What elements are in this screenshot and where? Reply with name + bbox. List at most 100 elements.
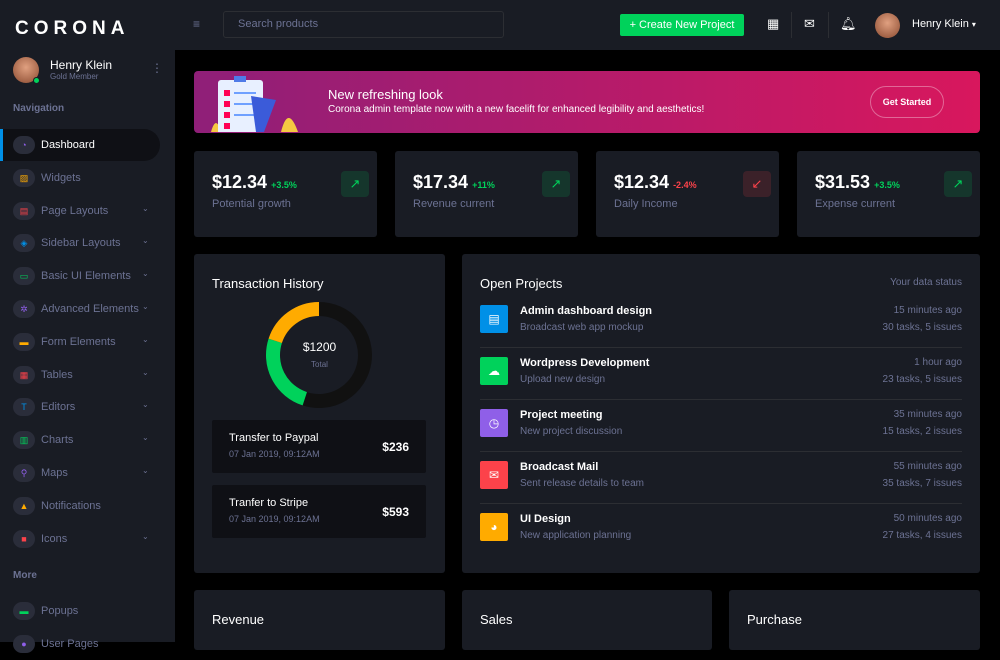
avatar[interactable] <box>13 57 40 84</box>
sidebar-item-tables[interactable]: ▦ Tables ⌄ <box>0 359 160 391</box>
chevron-down-icon: ⌄ <box>142 236 149 246</box>
transaction-title: Tranfer to Stripe <box>229 497 309 509</box>
project-tasks: 27 tasks, 4 issues <box>882 530 962 541</box>
sidebar-item-dashboard[interactable]: ◔ Dashboard <box>0 129 160 161</box>
donut-segment-orange <box>268 302 320 344</box>
revenue-title: Revenue <box>212 612 265 627</box>
sidebar-item-label: Page Layouts <box>41 204 109 217</box>
chevron-down-icon: ⌄ <box>142 269 149 279</box>
sidebar-item-maps[interactable]: ⚲ Maps ⌄ <box>0 457 160 489</box>
profile: Henry Klein Gold Member ⋮ <box>13 56 163 86</box>
menu-toggle-icon[interactable]: ≡ <box>193 17 201 31</box>
chevron-down-icon: ⌄ <box>142 433 149 443</box>
stat-value: $31.53 <box>815 172 871 192</box>
project-item[interactable]: ▤ Admin dashboard design Broadcast web a… <box>480 296 962 348</box>
arrow-up-right-icon: ↗ <box>341 171 369 197</box>
project-subtitle: Broadcast web app mockup <box>520 322 644 333</box>
transaction-amount: $236 <box>382 440 409 454</box>
donut-total-label: Total <box>311 360 328 369</box>
online-status-dot <box>33 77 40 84</box>
sidebar-item-label: Maps <box>41 467 68 479</box>
sidebar-item-label: Advanced Elements <box>41 303 139 315</box>
project-item[interactable]: ◕ UI Design New application planning 50 … <box>480 504 962 556</box>
gear-icon: ✲ <box>13 300 35 318</box>
promo-banner: New refreshing look Corona admin templat… <box>194 71 980 133</box>
sidebar-item-basic-ui-elements[interactable]: ▭ Basic UI Elements ⌄ <box>0 260 160 292</box>
grid-icon[interactable]: ▦ <box>767 16 780 31</box>
transaction-item[interactable]: Transfer to Paypal 07 Jan 2019, 09:12AM … <box>212 420 426 473</box>
project-title: Wordpress Development <box>520 357 650 369</box>
search-input[interactable]: Search products <box>223 11 504 38</box>
sidebar-layout-icon: ◈ <box>13 234 35 253</box>
chevron-down-icon: ⌄ <box>142 203 149 213</box>
project-title: UI Design <box>520 513 571 525</box>
chevron-down-icon: ⌄ <box>142 466 149 475</box>
sidebar-item-notifications[interactable]: ▲ Notifications <box>0 490 160 522</box>
arrow-down-left-icon: ↙ <box>743 171 771 197</box>
pie-chart-icon: ◕ <box>480 513 508 541</box>
mail-icon: ✉ <box>480 461 508 489</box>
topbar: ≡ Search products + Create New Project ▦… <box>175 0 1000 50</box>
data-status-label: Your data status <box>890 277 962 288</box>
transaction-title: Transfer to Paypal <box>229 432 319 444</box>
clock-icon: ◷ <box>480 409 508 437</box>
sidebar-item-label: Widgets <box>41 171 81 184</box>
sidebar-item-form-elements[interactable]: ▬ Form Elements ⌄ <box>0 326 160 358</box>
revenue-card: Revenue <box>194 590 445 650</box>
sidebar-item-sidebar-layouts[interactable]: ◈ Sidebar Layouts ⌄ <box>0 227 160 259</box>
transaction-history-title: Transaction History <box>212 276 324 291</box>
transaction-item[interactable]: Tranfer to Stripe 07 Jan 2019, 09:12AM $… <box>212 485 426 538</box>
chat-icon: ▬ <box>13 602 35 620</box>
bell-icon: ▲ <box>13 496 35 515</box>
stat-label: Daily Income <box>614 198 678 210</box>
project-time: 55 minutes ago <box>893 461 962 472</box>
project-tasks: 30 tasks, 5 issues <box>882 322 962 333</box>
icons-icon: ■ <box>13 529 35 548</box>
open-projects-card: Open Projects Your data status ▤ Admin d… <box>462 254 980 573</box>
transaction-donut-chart <box>266 302 372 408</box>
user-menu[interactable]: Henry Klein ▾ <box>912 18 976 30</box>
mail-icon[interactable]: ✉ <box>804 16 815 31</box>
profile-role: Gold Member <box>50 72 99 81</box>
sidebar-item-charts[interactable]: ▥ Charts ⌄ <box>0 424 160 456</box>
more-vertical-icon[interactable]: ⋮ <box>151 61 163 75</box>
project-item[interactable]: ◷ Project meeting New project discussion… <box>480 400 962 452</box>
sidebar-item-label: Icons <box>41 532 68 545</box>
stat-card: $12.34 -2.4% Daily Income ↙ <box>596 151 779 237</box>
brand-logo[interactable]: CORONA <box>15 18 130 39</box>
user-avatar[interactable] <box>875 13 900 38</box>
sidebar-item-editors[interactable]: T Editors ⌄ <box>0 391 160 423</box>
project-item[interactable]: ☁ Wordpress Development Upload new desig… <box>480 348 962 400</box>
project-subtitle: New project discussion <box>520 426 623 437</box>
sidebar-item-label: Notifications <box>41 499 101 512</box>
get-started-button[interactable]: Get Started <box>870 86 944 118</box>
bell-icon[interactable]: 🔔︎ <box>840 16 857 31</box>
map-pin-icon: ⚲ <box>13 464 35 482</box>
sidebar-item-widgets[interactable]: ▨ Widgets <box>0 162 160 194</box>
project-time: 50 minutes ago <box>893 513 962 524</box>
project-time: 35 minutes ago <box>893 409 962 420</box>
arrow-up-right-icon: ↗ <box>542 171 570 197</box>
sidebar-item-page-layouts[interactable]: ▤ Page Layouts ⌄ <box>0 195 160 227</box>
sidebar-item-label: Charts <box>41 434 74 447</box>
project-subtitle: Upload new design <box>520 374 606 385</box>
clipboard-illustration <box>211 76 298 132</box>
sidebar-item-label: Form Elements <box>41 335 116 348</box>
stat-label: Expense current <box>815 198 896 210</box>
sidebar-item-icons[interactable]: ■ Icons ⌄ <box>0 523 160 555</box>
create-project-button[interactable]: + Create New Project <box>620 14 744 36</box>
profile-name: Henry Klein <box>50 58 113 72</box>
stat-card: $12.34 +3.5% Potential growth ↗ <box>194 151 377 237</box>
page-layout-icon: ▤ <box>13 201 35 220</box>
arrow-up-right-icon: ↗ <box>944 171 972 197</box>
sidebar-item-popups[interactable]: ▬ Popups <box>0 595 160 627</box>
project-title: Project meeting <box>520 409 603 421</box>
project-tasks: 35 tasks, 7 issues <box>882 478 962 489</box>
project-title: Admin dashboard design <box>520 305 653 317</box>
sidebar-item-user-pages[interactable]: ● User Pages <box>0 628 160 660</box>
open-projects-title: Open Projects <box>480 276 563 291</box>
project-item[interactable]: ✉ Broadcast Mail Sent release details to… <box>480 452 962 504</box>
sidebar-item-label: Sidebar Layouts <box>41 237 121 250</box>
sidebar-item-advanced-elements[interactable]: ✲ Advanced Elements ⌄ <box>0 293 160 325</box>
purchase-title: Purchase <box>747 612 802 627</box>
